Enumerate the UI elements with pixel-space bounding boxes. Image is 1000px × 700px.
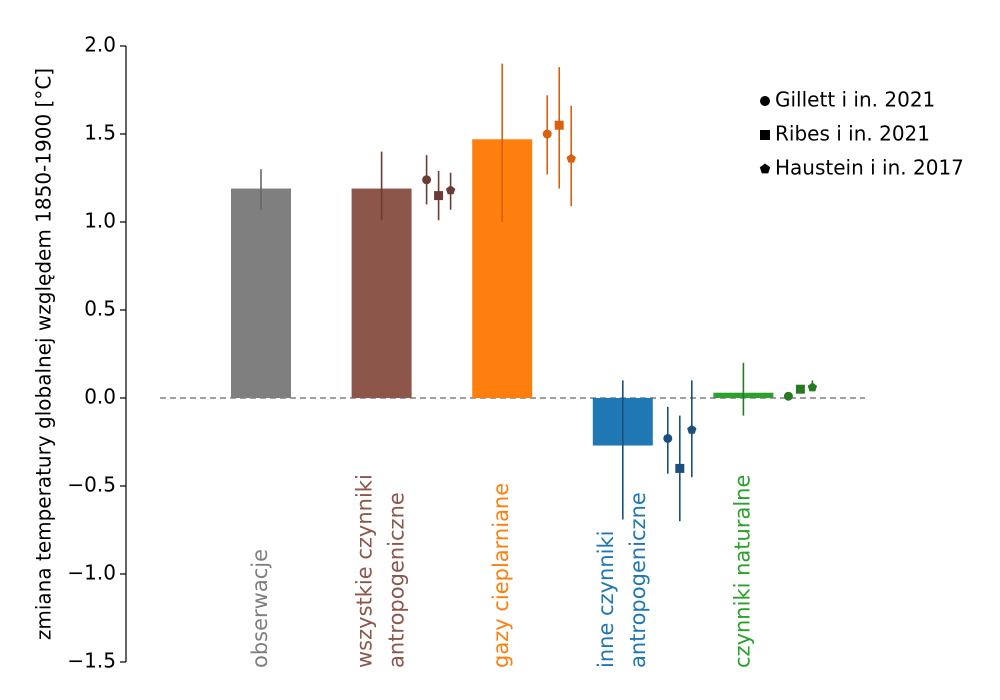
estimate-point [663, 433, 673, 443]
estimate-point [795, 384, 805, 394]
y-tick-label: 0.5 [84, 297, 116, 321]
estimate-point [542, 129, 552, 139]
y-tick-label: −1.0 [67, 561, 116, 585]
y-tick-label: −1.5 [67, 649, 116, 673]
y-tick-label: 0.0 [84, 385, 116, 409]
y-axis-title: zmiana temperatury globalnej względem 18… [32, 68, 56, 640]
estimate-point [687, 424, 697, 434]
estimate-point [807, 382, 818, 392]
legend-label: Haustein i in. 2017 [775, 156, 964, 180]
estimate-point [566, 153, 576, 163]
y-tick-label: 1.5 [84, 121, 116, 145]
x-tick-label: inne czynniki antropogeniczne [594, 492, 650, 668]
legend-label: Gillett i in. 2021 [775, 88, 935, 112]
y-tick-label: 1.0 [84, 209, 116, 233]
bar [231, 188, 291, 398]
y-tick-label: 2.0 [84, 33, 116, 57]
estimate-point [434, 191, 444, 201]
estimate-point [422, 175, 432, 185]
x-tick-label: obserwacje [248, 549, 272, 668]
estimate-point [554, 120, 564, 130]
x-tick-label: gazy cieplarniane [489, 483, 513, 668]
estimate-point [445, 185, 456, 195]
legend-marker [760, 96, 770, 106]
bar [351, 188, 412, 398]
x-tick-label: czynniki naturalne [730, 475, 754, 668]
estimate-point [675, 463, 685, 473]
legend-marker [759, 163, 771, 174]
legend-marker [760, 130, 770, 140]
estimate-point [783, 391, 793, 401]
x-tick-label: wszystkie czynniki antropogeniczne [353, 474, 409, 668]
y-tick-label: −0.5 [67, 473, 116, 497]
legend-label: Ribes i in. 2021 [775, 122, 930, 146]
